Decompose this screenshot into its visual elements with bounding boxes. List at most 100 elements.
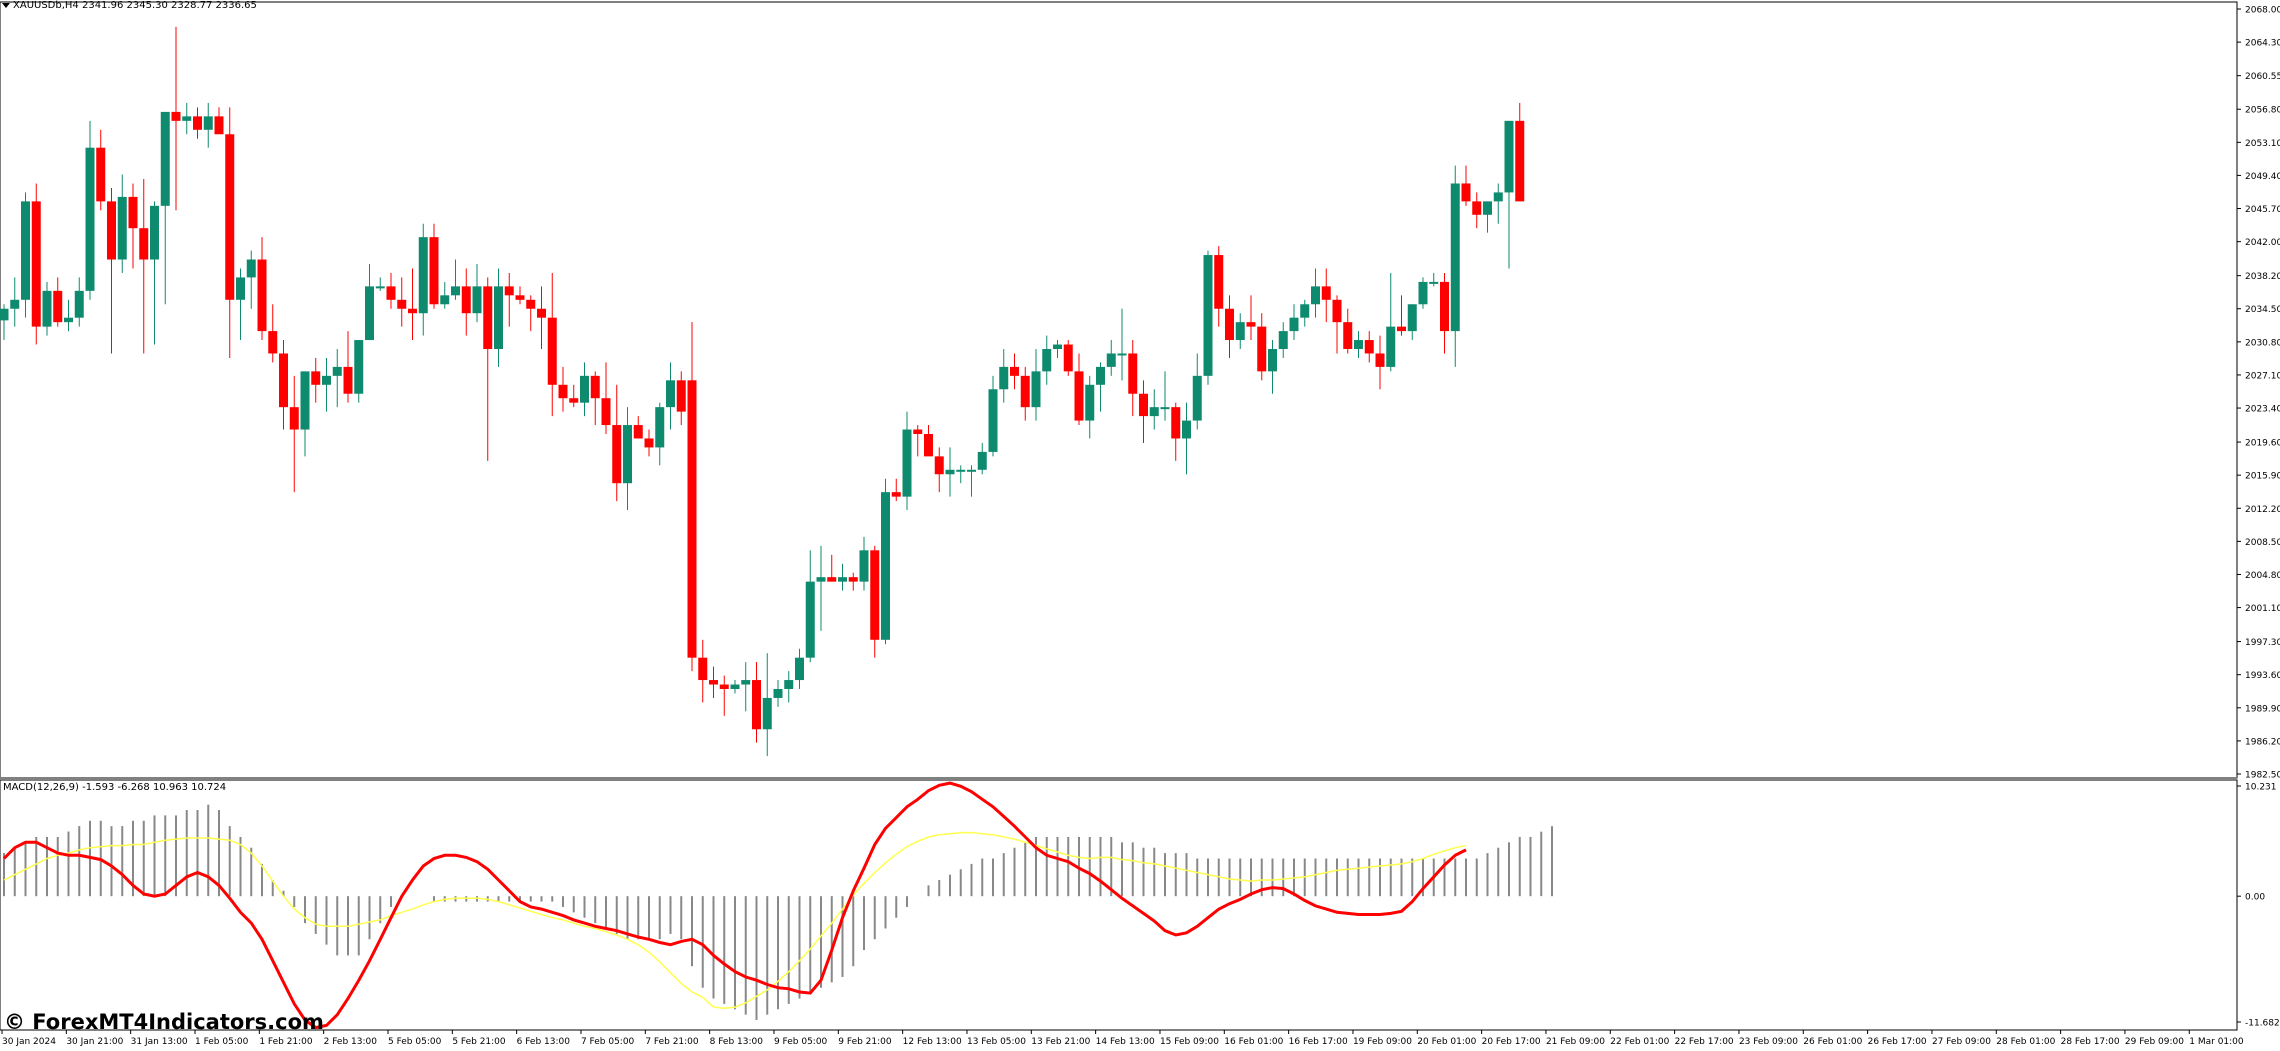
candle-body [859, 550, 869, 582]
candle-body [483, 286, 493, 349]
candle-body [558, 384, 568, 399]
candle-body [139, 228, 149, 260]
candle-body [1096, 366, 1105, 385]
price-tick-label: 2056.80 [2245, 106, 2280, 116]
candle-body [1343, 322, 1353, 349]
macd-main-line [2, 781, 1467, 1030]
candle-body [870, 550, 880, 640]
candle-body [343, 366, 353, 394]
time-tick-label: 21 Feb 09:00 [1546, 1037, 1605, 1047]
price-tick-label: 1993.60 [2245, 671, 2280, 681]
candle-body [311, 371, 321, 385]
time-tick-label: 1 Feb 21:00 [259, 1037, 313, 1047]
time-tick-label: 16 Feb 01:00 [1224, 1037, 1283, 1047]
candle-body [182, 116, 192, 121]
macd-tick-label: -11.682 [2245, 1019, 2280, 1029]
candle-body [1332, 299, 1342, 323]
time-tick-label: 23 Feb 09:00 [1739, 1037, 1798, 1047]
symbol-info-text: XAUUSDb,H4 2341.96 2345.30 2328.77 2336.… [13, 0, 257, 11]
price-tick-label: 2042.00 [2245, 238, 2280, 248]
candle-body [1354, 340, 1363, 349]
candle-body [279, 353, 288, 408]
candle-body [977, 451, 987, 470]
candle-body [1515, 120, 1525, 202]
candle-body [96, 147, 106, 202]
price-tick-label: 2023.40 [2245, 405, 2280, 415]
candle-body [85, 147, 95, 291]
candle-body [569, 398, 579, 403]
candle-body [1450, 183, 1460, 332]
candle-body [1139, 393, 1148, 417]
time-tick-label: 26 Feb 01:00 [1803, 1037, 1862, 1047]
candle-body [752, 680, 761, 730]
candle-body [74, 290, 84, 318]
candle-body [590, 375, 600, 399]
candle-body [730, 684, 740, 689]
candle-body [537, 308, 546, 318]
candle-body [816, 577, 826, 582]
price-tick-label: 2038.20 [2245, 272, 2280, 282]
candle-body [160, 111, 170, 206]
candle-body [601, 398, 611, 426]
time-tick-label: 7 Feb 05:00 [581, 1037, 635, 1047]
candle-body [913, 429, 923, 434]
price-tick-label: 1982.50 [2245, 771, 2280, 781]
candle-body [257, 259, 267, 332]
price-tick-label: 1997.30 [2245, 638, 2280, 648]
price-panel [0, 1, 2238, 779]
time-tick-label: 20 Feb 17:00 [1482, 1037, 1541, 1047]
candle-body [193, 116, 202, 130]
candle-body [580, 375, 589, 403]
candle-body [397, 299, 407, 309]
candle-body [171, 111, 181, 121]
time-tick-label: 29 Feb 09:00 [2125, 1037, 2184, 1047]
candle-body [1106, 353, 1116, 367]
candle-body [1493, 192, 1503, 202]
price-tick-label: 2068.00 [2245, 6, 2280, 16]
candle-body [1278, 331, 1288, 349]
chevron-down-icon[interactable] [2, 2, 10, 8]
candle-body [1429, 281, 1439, 284]
candle-body [644, 438, 654, 448]
price-tick-label: 2060.55 [2245, 72, 2280, 82]
candle-body [1472, 201, 1482, 215]
candle-body [1149, 407, 1159, 417]
time-tick-label: 14 Feb 13:00 [1096, 1037, 1155, 1047]
candle-body [1128, 353, 1138, 394]
macd-panel [0, 779, 2238, 1031]
macd-header: MACD(12,26,9) -1.593 -6.268 10.963 10.72… [3, 782, 227, 793]
candle-body [1289, 317, 1299, 332]
time-tick-label: 22 Feb 17:00 [1675, 1037, 1734, 1047]
time-tick-label: 26 Feb 17:00 [1868, 1037, 1927, 1047]
time-tick-label: 28 Feb 01:00 [1996, 1037, 2055, 1047]
candle-body [1246, 322, 1256, 327]
price-tick-label: 1989.90 [2245, 704, 2280, 714]
candle-body [709, 680, 718, 685]
candle-body [1461, 183, 1471, 202]
candle-body [64, 317, 73, 323]
macd-tick-label: 10.231 [2245, 783, 2277, 793]
candle-body [1257, 326, 1267, 372]
symbol-header: XAUUSDb,H4 2341.96 2345.30 2328.77 2336.… [2, 0, 257, 11]
candle-body [117, 196, 127, 260]
time-tick-label: 5 Feb 21:00 [452, 1037, 506, 1047]
candle-body [612, 425, 622, 484]
time-tick-label: 20 Feb 01:00 [1417, 1037, 1476, 1047]
candle-body [300, 371, 310, 430]
price-tick-label: 2030.80 [2245, 338, 2280, 348]
candle-body [1311, 286, 1320, 305]
candle-body [698, 657, 708, 681]
price-tick-label: 2019.60 [2245, 439, 2280, 449]
time-tick-label: 13 Feb 21:00 [1031, 1037, 1090, 1047]
candle-body [1407, 304, 1417, 332]
macd-signal-line [3, 831, 1467, 1009]
candle-body [214, 116, 224, 135]
candle-body [655, 407, 665, 448]
candle-body [1031, 371, 1041, 408]
time-tick-label: 16 Feb 17:00 [1289, 1037, 1348, 1047]
candle-body [365, 286, 374, 341]
candle-body [107, 201, 116, 260]
candle-body [1483, 201, 1492, 215]
